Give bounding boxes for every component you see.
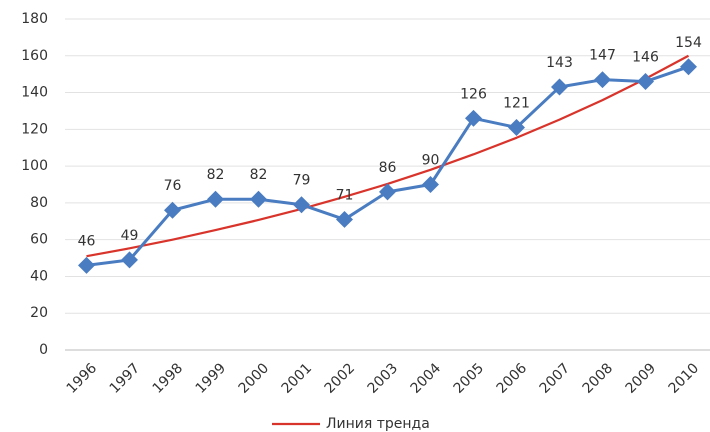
marker bbox=[78, 256, 95, 274]
data-label: 82 bbox=[250, 167, 268, 183]
x-tick-label: 1996 bbox=[64, 360, 101, 397]
x-tick-label: 1997 bbox=[107, 360, 144, 397]
marker bbox=[465, 109, 482, 127]
legend-label: Линия тренда bbox=[326, 416, 430, 432]
x-tick-label: 2004 bbox=[408, 360, 445, 397]
marker bbox=[164, 201, 181, 219]
y-tick-label: 100 bbox=[21, 158, 48, 174]
x-tick-label: 2000 bbox=[236, 360, 273, 397]
x-tick-label: 2009 bbox=[623, 360, 660, 397]
marker bbox=[379, 183, 396, 201]
data-label: 121 bbox=[503, 95, 530, 111]
y-tick-label: 160 bbox=[21, 48, 48, 64]
data-label: 76 bbox=[164, 178, 182, 194]
data-label: 71 bbox=[336, 187, 354, 203]
y-tick-label: 180 bbox=[21, 11, 48, 27]
data-label: 46 bbox=[78, 233, 96, 249]
data-label: 147 bbox=[589, 48, 616, 64]
x-tick-label: 2003 bbox=[365, 360, 402, 397]
trend-line bbox=[86, 54, 690, 258]
y-tick-label: 140 bbox=[21, 85, 48, 101]
marker bbox=[637, 73, 654, 91]
x-tick-label: 2001 bbox=[279, 360, 316, 397]
marker bbox=[293, 196, 310, 214]
data-label: 146 bbox=[632, 50, 659, 66]
marker bbox=[680, 58, 697, 76]
y-tick-label: 0 bbox=[39, 342, 48, 358]
data-label: 143 bbox=[546, 55, 573, 71]
marker bbox=[508, 119, 525, 136]
x-tick-label: 2007 bbox=[537, 360, 574, 397]
marker bbox=[594, 71, 611, 89]
y-tick-label: 20 bbox=[30, 305, 48, 321]
y-tick-label: 80 bbox=[30, 195, 48, 211]
data-label: 82 bbox=[207, 167, 225, 183]
data-label: 49 bbox=[121, 228, 139, 244]
marker bbox=[121, 251, 138, 269]
x-tick-label: 1999 bbox=[193, 360, 230, 397]
data-label: 86 bbox=[379, 160, 397, 176]
x-tick-label: 2006 bbox=[494, 360, 531, 397]
marker bbox=[250, 190, 267, 208]
marker bbox=[422, 176, 439, 193]
data-label: 79 bbox=[293, 173, 311, 189]
marker bbox=[551, 78, 568, 96]
x-tick-label: 2010 bbox=[666, 360, 703, 397]
y-tick-label: 60 bbox=[30, 232, 48, 248]
data-label: 90 bbox=[422, 153, 440, 169]
x-tick-label: 2002 bbox=[322, 360, 359, 397]
x-tick-label: 1998 bbox=[150, 360, 187, 397]
data-label: 126 bbox=[460, 86, 487, 102]
x-tick-label: 2005 bbox=[451, 360, 488, 397]
marker bbox=[336, 210, 353, 228]
marker bbox=[207, 190, 224, 208]
y-tick-label: 40 bbox=[30, 268, 48, 284]
y-tick-label: 120 bbox=[21, 121, 48, 137]
x-tick-label: 2008 bbox=[580, 360, 617, 397]
data-label: 154 bbox=[675, 35, 702, 51]
